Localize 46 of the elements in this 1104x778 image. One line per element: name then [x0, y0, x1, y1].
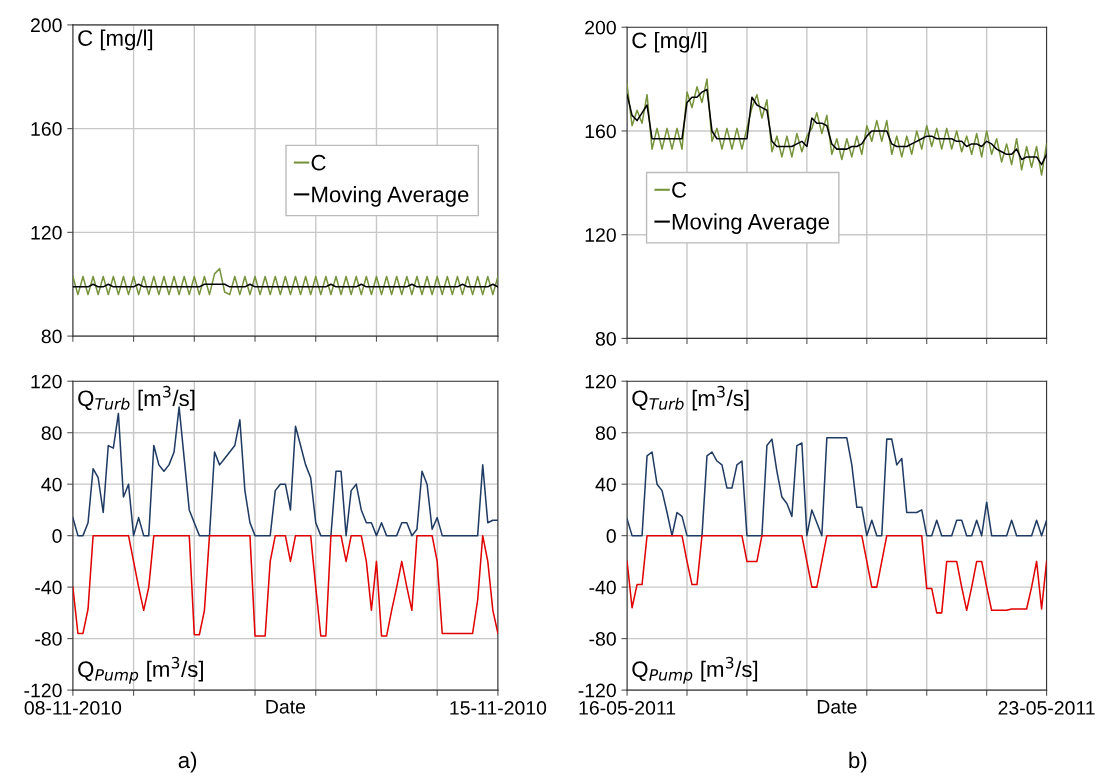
text: a)	[178, 751, 197, 773]
annotation: Q$_{Pump}$ [m$^{3}$/s]	[632, 656, 758, 684]
text: b)	[849, 751, 867, 773]
legend-label: C	[672, 182, 687, 198]
y-tick-label: 120	[585, 374, 616, 389]
y-tick-label: 80	[41, 329, 62, 344]
x-axis-title: Date	[817, 700, 857, 714]
y-tick-label: 0	[606, 529, 616, 543]
y-tick-label: -120	[24, 683, 62, 698]
y-tick-label: 40	[595, 477, 616, 492]
annotation: Q$_{Pump}$ [m$^{3}$/s]	[78, 656, 203, 684]
line-series	[627, 88, 1047, 166]
y-tick-label: 160	[31, 122, 62, 136]
y-tick-label: -40	[589, 580, 616, 595]
x-tick-label: 23-05-2011	[998, 701, 1095, 715]
x-tick-label: 15-11-2010	[450, 701, 547, 715]
y-tick-label: 120	[585, 228, 616, 242]
y-tick-label: 200	[30, 18, 62, 33]
y-axis-title: Q$_{Turb}$ [m$^{3}$/s]	[78, 385, 195, 411]
line-series	[72, 267, 498, 296]
y-tick-label: 0	[52, 529, 62, 543]
y-tick-label: -40	[35, 580, 62, 595]
y-tick-label: 80	[595, 331, 616, 346]
x-tick-label: 16-05-2011	[579, 701, 676, 715]
line-series	[627, 534, 1047, 614]
line-series	[627, 437, 1047, 537]
y-axis-title: Q$_{Turb}$ [m$^{3}$/s]	[632, 385, 749, 411]
legend-label: C	[311, 154, 326, 171]
y-axis-title: C [mg/l]	[632, 31, 707, 53]
y-tick-label: -80	[589, 632, 616, 646]
y-tick-label: -120	[578, 683, 616, 698]
y-tick-label: 40	[41, 477, 62, 492]
y-tick-label: 160	[585, 124, 616, 139]
y-tick-label: 120	[31, 374, 62, 389]
line-series	[627, 78, 1047, 176]
legend-label: Moving Average	[312, 186, 469, 207]
line-series	[72, 534, 498, 637]
y-tick-label: 80	[595, 426, 616, 440]
legend-label: Moving Average	[672, 213, 829, 234]
x-tick-label: 08-11-2010	[24, 701, 122, 715]
y-axis-title: C [mg/l]	[78, 29, 153, 51]
y-tick-label: 200	[585, 20, 616, 35]
y-tick-label: 80	[41, 426, 62, 440]
x-axis-title: Date	[266, 700, 306, 714]
y-tick-label: 120	[31, 225, 62, 240]
y-tick-label: -80	[35, 632, 62, 646]
